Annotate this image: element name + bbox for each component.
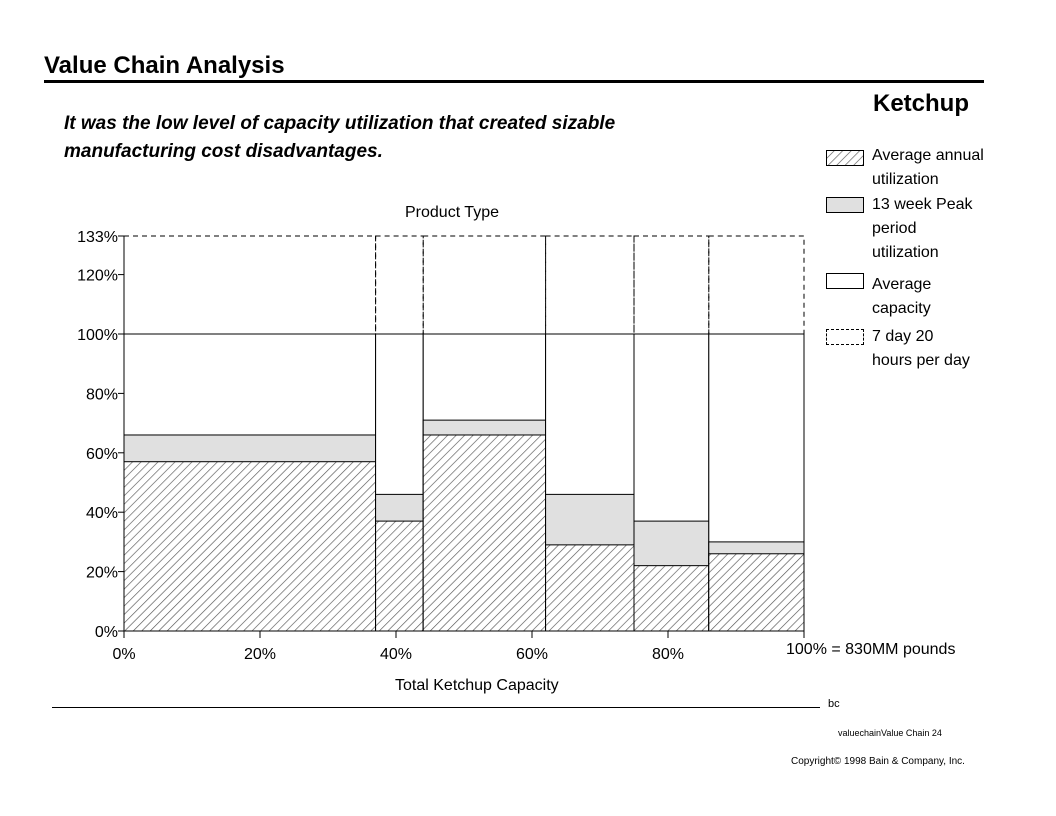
annual-utilization-bar-1 xyxy=(375,520,424,632)
max-capacity-bar-1 xyxy=(375,235,424,335)
footer-initials: bc xyxy=(828,698,840,710)
y-tick-label: 60% xyxy=(86,446,118,463)
y-tick-label: 133% xyxy=(77,229,118,246)
annual-utilization-bar-0 xyxy=(123,461,377,632)
page-title: Value Chain Analysis xyxy=(44,52,285,79)
y-tick-label: 80% xyxy=(86,386,118,403)
legend-swatch-capacity xyxy=(826,273,864,289)
y-tick-label: 120% xyxy=(77,268,118,285)
product-title: Ketchup xyxy=(873,90,969,117)
legend-label-peak: 13 week Peak period utilization xyxy=(872,196,973,261)
max-capacity-bar-5 xyxy=(708,235,805,335)
annual-utilization-bar-3 xyxy=(545,544,635,632)
footer-divider xyxy=(52,707,820,708)
x-tick-label: 80% xyxy=(652,646,684,663)
y-tick-label: 40% xyxy=(86,505,118,522)
x-tick-label: 60% xyxy=(516,646,548,663)
legend-label-annual: Average annual utilization xyxy=(872,147,984,188)
y-tick-label: 20% xyxy=(86,565,118,582)
annual-utilization-bar-5 xyxy=(708,553,805,632)
legend-label-max: 7 day 20 hours per day xyxy=(872,328,970,369)
legend-label-capacity: Average capacity xyxy=(872,276,932,317)
x-tick-label: 0% xyxy=(112,646,135,663)
copyright: Copyright© 1998 Bain & Company, Inc. xyxy=(791,756,965,767)
max-capacity-bar-0 xyxy=(123,235,377,335)
annual-utilization-bar-4 xyxy=(633,565,710,632)
capacity-note: 100% = 830MM pounds xyxy=(786,641,956,658)
chart-top-label: Product Type xyxy=(405,204,499,221)
legend-swatch-max xyxy=(826,329,864,345)
title-divider xyxy=(44,80,984,83)
subtitle: It was the low level of capacity utiliza… xyxy=(64,113,616,162)
max-capacity-bar-4 xyxy=(633,235,710,335)
footer-file-label: valuechainValue Chain 24 xyxy=(838,728,942,738)
legend-swatch-peak xyxy=(826,197,864,213)
max-capacity-bar-3 xyxy=(545,235,635,335)
y-tick-label: 100% xyxy=(77,327,118,344)
legend-swatch-annual xyxy=(826,150,864,166)
x-axis-title: Total Ketchup Capacity xyxy=(395,677,559,694)
max-capacity-bar-2 xyxy=(422,235,547,335)
x-tick-label: 20% xyxy=(244,646,276,663)
annual-utilization-bar-2 xyxy=(422,434,547,632)
x-tick-label: 40% xyxy=(380,646,412,663)
y-tick-label: 0% xyxy=(95,624,118,641)
